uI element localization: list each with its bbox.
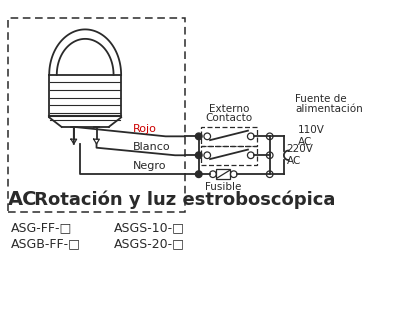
Bar bbox=[8, 18, 184, 212]
Text: Externo: Externo bbox=[209, 104, 249, 114]
Text: ASGS-10-□: ASGS-10-□ bbox=[114, 221, 184, 235]
Text: Negro: Negro bbox=[132, 161, 166, 171]
Text: AC: AC bbox=[298, 137, 312, 147]
Text: Fusible: Fusible bbox=[205, 182, 242, 192]
Text: Blanco: Blanco bbox=[132, 142, 170, 152]
Text: AC: AC bbox=[8, 190, 37, 209]
Text: AC: AC bbox=[287, 156, 301, 166]
Text: Contacto: Contacto bbox=[206, 113, 252, 123]
Text: 220V: 220V bbox=[287, 144, 314, 154]
Bar bbox=[201, 146, 257, 165]
Text: ASG-FF-□: ASG-FF-□ bbox=[11, 221, 73, 235]
Text: 110V: 110V bbox=[298, 125, 325, 135]
Bar bbox=[201, 127, 257, 146]
Text: alimentación: alimentación bbox=[295, 104, 363, 114]
Bar bbox=[216, 170, 230, 179]
Text: Rotación y luz estroboscópica: Rotación y luz estroboscópica bbox=[28, 190, 336, 209]
Circle shape bbox=[196, 171, 202, 178]
Text: ASGB-FF-□: ASGB-FF-□ bbox=[11, 237, 81, 251]
Text: Rojo: Rojo bbox=[132, 124, 156, 133]
Text: Fuente de: Fuente de bbox=[295, 94, 347, 104]
Text: ASGS-20-□: ASGS-20-□ bbox=[114, 237, 184, 251]
Circle shape bbox=[196, 152, 202, 159]
Circle shape bbox=[196, 133, 202, 140]
